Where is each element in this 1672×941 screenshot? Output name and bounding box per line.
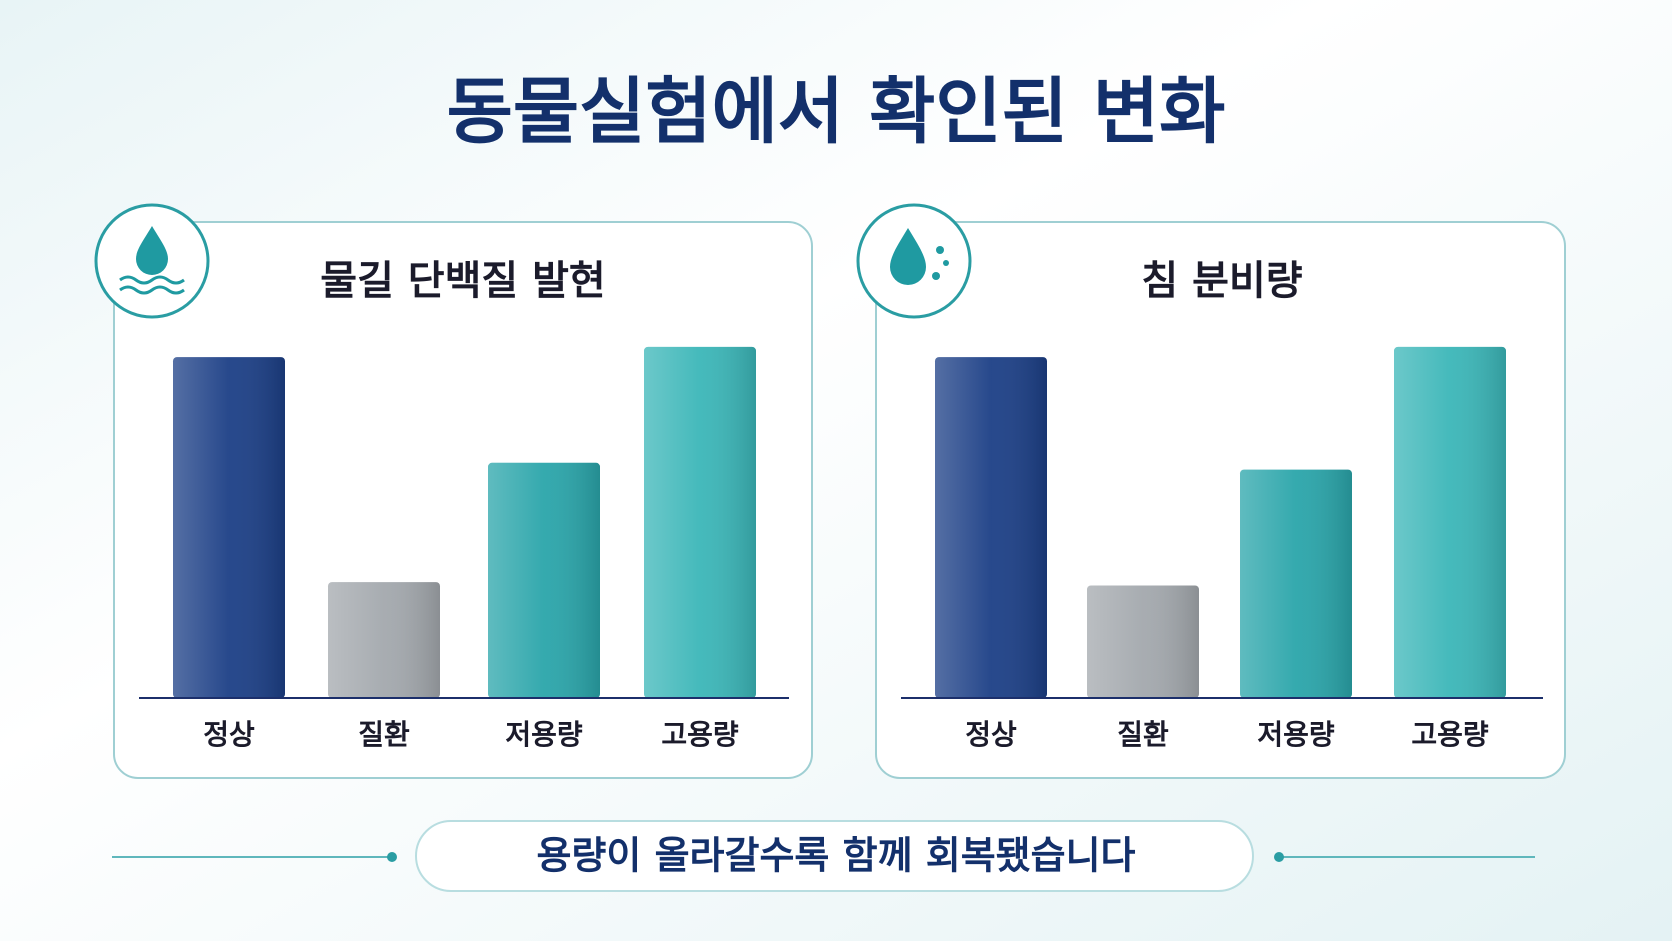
bar-shade bbox=[328, 582, 440, 698]
bar-shade bbox=[173, 357, 285, 698]
x-tick-label: 정상 bbox=[965, 718, 1017, 751]
divider-dot bbox=[1274, 852, 1284, 862]
caption: 용량이 올라갈수록 함께 회복됐습니다 bbox=[536, 834, 1135, 878]
x-tick-label: 질환 bbox=[358, 718, 410, 751]
bar-shade bbox=[644, 346, 756, 698]
x-tick-label: 고용량 bbox=[1411, 718, 1489, 751]
x-tick-label: 정상 bbox=[203, 718, 255, 751]
page-title: 동물실험에서 확인된 변화 bbox=[447, 70, 1226, 154]
bar-shade bbox=[1087, 585, 1199, 698]
divider-dot bbox=[387, 852, 397, 862]
icon-water bbox=[94, 203, 210, 319]
caption-pill bbox=[415, 820, 1254, 892]
x-tick-label: 고용량 bbox=[661, 718, 739, 751]
chart-title: 침 분비량 bbox=[1141, 258, 1302, 304]
panel bbox=[875, 221, 1566, 779]
x-tick-label: 저용량 bbox=[1257, 718, 1335, 751]
x-tick-label: 질환 bbox=[1117, 718, 1169, 751]
bar-shade bbox=[488, 462, 600, 698]
bar-shade bbox=[1394, 346, 1506, 698]
panel bbox=[113, 221, 813, 779]
icon-saliva bbox=[856, 203, 972, 319]
chart-title: 물길 단백질 발현 bbox=[320, 258, 605, 304]
bar-shade bbox=[1240, 469, 1352, 698]
bar-shade bbox=[935, 357, 1047, 698]
x-tick-label: 저용량 bbox=[505, 718, 583, 751]
